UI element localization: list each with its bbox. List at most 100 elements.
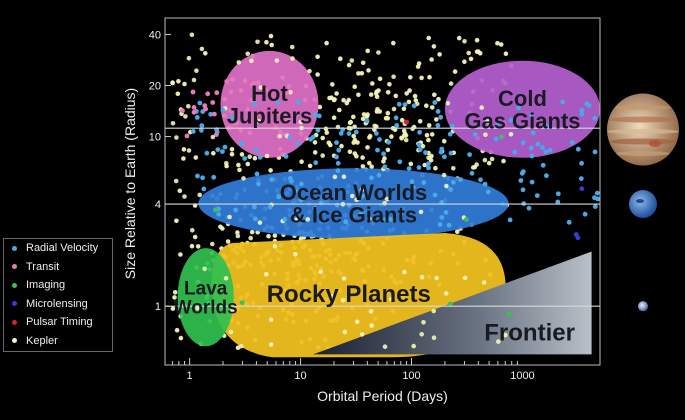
kepler-point (485, 119, 490, 124)
radial-velocity-point (313, 160, 319, 166)
radial-velocity-point (200, 175, 206, 181)
legend-marker (12, 301, 17, 307)
radial-velocity-point (495, 120, 501, 126)
radial-velocity-point (409, 179, 415, 185)
legend-label: Radial Velocity (26, 242, 99, 255)
kepler-point (236, 162, 241, 168)
kepler-point (462, 59, 467, 64)
radial-velocity-point (377, 137, 382, 142)
transit-point (228, 108, 234, 114)
radial-velocity-point (267, 204, 273, 210)
radial-velocity-point (229, 115, 235, 120)
kepler-point (307, 163, 313, 169)
x-tick-label: 100 (402, 370, 420, 382)
radial-velocity-point (383, 217, 388, 223)
kepler-point (448, 81, 454, 86)
kepler-point (224, 161, 229, 166)
kepler-point (175, 91, 181, 97)
kepler-point (272, 244, 278, 249)
kepler-point (441, 138, 447, 144)
radial-velocity-point (432, 100, 438, 105)
kepler-point (324, 130, 330, 135)
radial-velocity-point (520, 187, 526, 193)
legend-item: Pulsar Timing (4, 313, 112, 332)
kepler-point (346, 62, 352, 68)
kepler-point (401, 106, 407, 112)
kepler-point (424, 132, 430, 138)
kepler-point (320, 135, 326, 141)
kepler-point (340, 298, 346, 303)
kepler-point (368, 309, 374, 314)
region-label-ocean-worlds-ice-giants: & Ice Giants (290, 203, 417, 228)
kepler-point (432, 92, 437, 98)
kepler-point (418, 209, 424, 215)
radial-velocity-point (544, 173, 549, 179)
kepler-point (456, 35, 462, 41)
kepler-point (412, 93, 418, 99)
kepler-point (422, 162, 428, 168)
radial-velocity-point (451, 179, 456, 185)
legend-item: Transit (4, 258, 112, 277)
transit-point (212, 111, 217, 117)
kepler-point (352, 84, 358, 89)
radial-velocity-point (535, 141, 541, 147)
kepler-point (372, 123, 378, 129)
radial-velocity-point (507, 217, 513, 223)
kepler-point (429, 57, 434, 62)
radial-velocity-point (334, 154, 339, 160)
radial-velocity-point (253, 147, 259, 153)
transit-point (242, 78, 248, 84)
kepler-point (387, 82, 392, 87)
transit-point (202, 103, 208, 108)
kepler-point (477, 51, 483, 56)
kepler-point (329, 294, 335, 299)
radial-velocity-point (472, 132, 478, 137)
kepler-point (451, 166, 456, 171)
radial-velocity-point (204, 150, 210, 156)
kepler-point (170, 80, 175, 85)
kepler-point (235, 230, 240, 235)
kepler-point (223, 276, 229, 281)
transit-point (275, 110, 281, 116)
microlensing-point (573, 232, 579, 237)
kepler-point (245, 51, 250, 57)
radial-velocity-point (540, 145, 545, 150)
radial-velocity-point (446, 222, 452, 228)
radial-velocity-point (519, 170, 525, 176)
kepler-point (426, 137, 431, 143)
kepler-point (368, 92, 374, 97)
radial-velocity-point (382, 164, 388, 170)
radial-velocity-point (376, 172, 382, 178)
radial-velocity-point (233, 207, 239, 213)
kepler-point (312, 140, 318, 145)
legend-item: Microlensing (4, 295, 112, 314)
kepler-point (351, 140, 357, 145)
kepler-point (369, 164, 375, 169)
kepler-point (370, 81, 375, 86)
kepler-point (365, 48, 371, 54)
region-label-cold-gas-giants: Gas Giants (464, 108, 580, 133)
kepler-point (408, 161, 414, 167)
radial-velocity-point (582, 211, 588, 217)
radial-velocity-point (569, 140, 575, 146)
kepler-point (403, 137, 409, 143)
kepler-point (305, 217, 311, 222)
radial-velocity-point (251, 204, 257, 210)
radial-velocity-point (369, 175, 374, 181)
legend-label: Pulsar Timing (26, 316, 93, 329)
radial-velocity-point (252, 101, 258, 107)
legend-marker (12, 245, 17, 251)
x-tick-label: 10 (294, 370, 306, 382)
kepler-point (407, 88, 412, 93)
kepler-point (170, 306, 176, 311)
x-tick-label: 1 (187, 370, 193, 382)
kepler-point (177, 188, 183, 194)
radial-velocity-point (283, 154, 289, 159)
kepler-point (331, 115, 337, 120)
kepler-point (249, 58, 254, 64)
transit-point (184, 133, 190, 139)
kepler-point (382, 344, 388, 350)
kepler-point (197, 192, 202, 198)
radial-velocity-point (364, 118, 370, 124)
imaging-point (213, 207, 218, 213)
